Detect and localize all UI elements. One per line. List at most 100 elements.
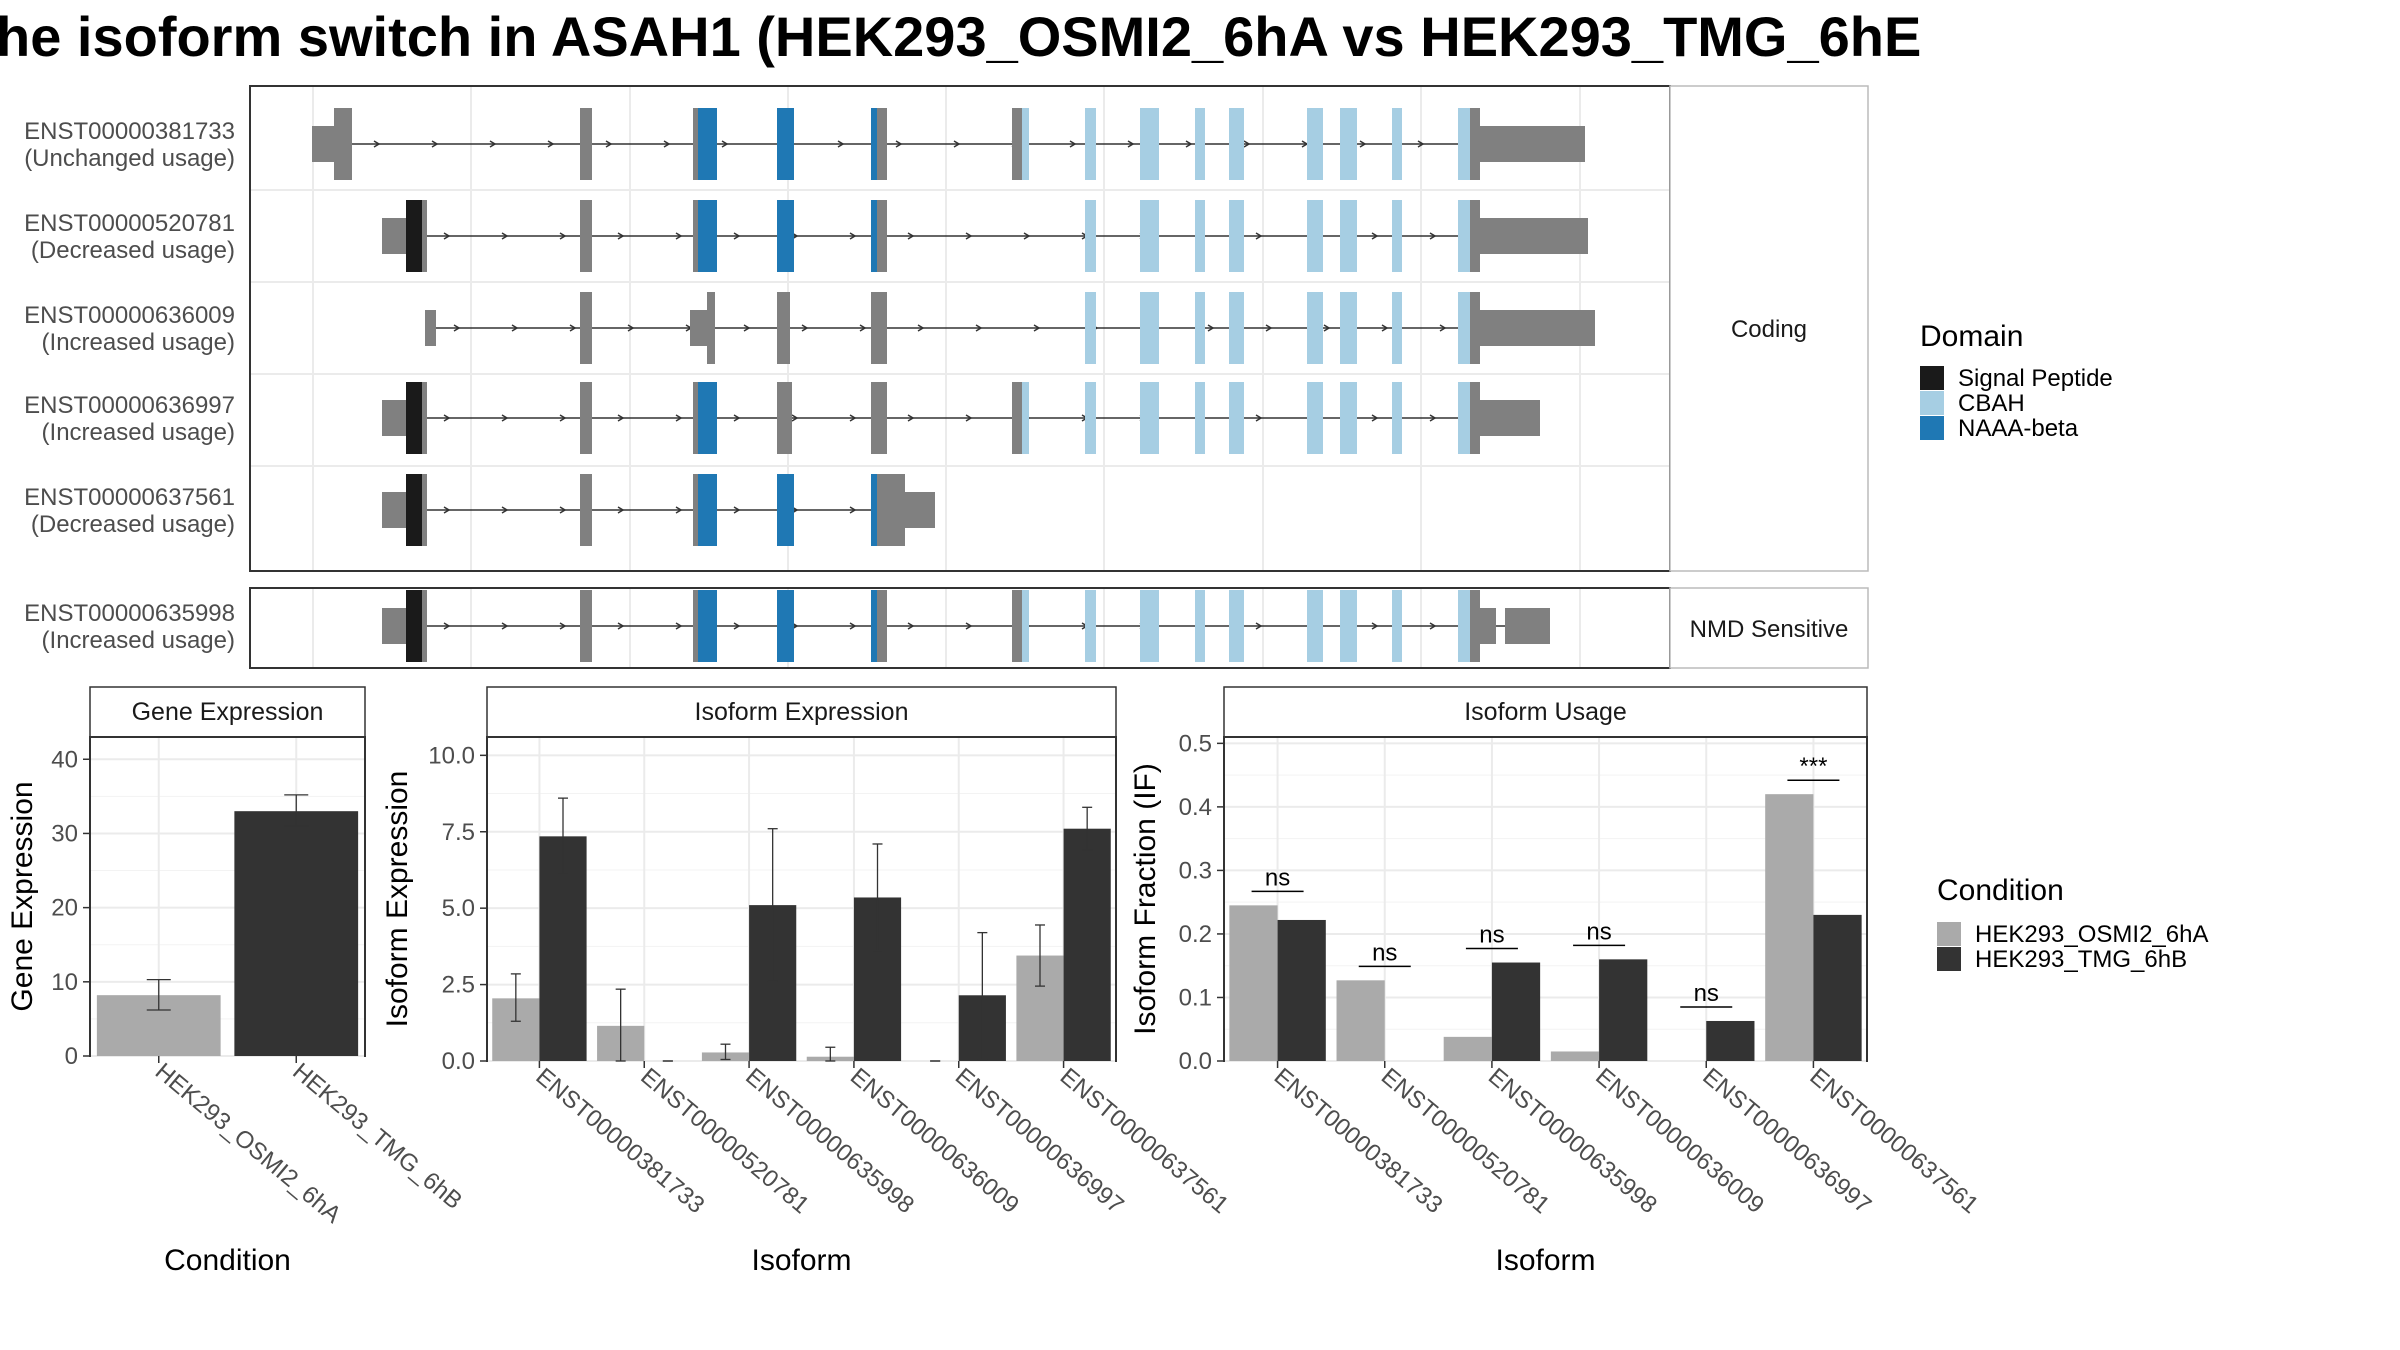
legend-label: HEK293_OSMI2_6hA — [1975, 921, 2208, 948]
exon-block — [382, 400, 408, 436]
legend-title: Domain — [1920, 320, 2023, 353]
isoform-expression-chart: Isoform Expression 0.0 2.5 5.0 7.5 10.0 ENST00… — [381, 686, 1234, 1277]
y-tick-label: 0.0 — [442, 1048, 475, 1075]
exon-block — [1480, 218, 1588, 254]
bar — [1765, 794, 1814, 1061]
exon-block — [1470, 590, 1480, 662]
intron-arrow — [965, 232, 973, 240]
gene-expression-chart: Gene Expression010203040HEK293_OSMI2_6hA… — [6, 686, 467, 1277]
intron-arrow — [1371, 414, 1379, 422]
exon-block — [777, 108, 794, 180]
significance-label: ns — [1694, 980, 1719, 1007]
transcript-usage-label: (Increased usage) — [42, 627, 235, 654]
exon-block — [1458, 108, 1470, 180]
exon-block — [698, 382, 717, 454]
intron-arrow — [849, 414, 857, 422]
intron-arrow — [859, 324, 867, 332]
significance-label: ns — [1479, 922, 1504, 949]
bar — [1229, 905, 1278, 1061]
exon-block — [1307, 200, 1323, 272]
exon-block — [1470, 200, 1480, 272]
intron-arrow — [559, 414, 567, 422]
intron-arrow — [617, 414, 625, 422]
exon-block — [693, 108, 698, 180]
bar — [1550, 1051, 1600, 1061]
exon-block — [1085, 108, 1096, 180]
exon-block — [777, 590, 794, 662]
bar — [1277, 919, 1326, 1061]
significance-label: *** — [1799, 753, 1827, 780]
intron-arrow — [1371, 232, 1379, 240]
y-tick-label: 30 — [51, 820, 78, 847]
bar — [234, 811, 359, 1056]
exon-block — [905, 492, 935, 528]
intron-arrow — [849, 232, 857, 240]
intron-arrow — [663, 140, 671, 148]
intron-arrow — [443, 622, 451, 630]
exon-block — [1307, 590, 1323, 662]
exon-block — [1012, 590, 1022, 662]
exon-block — [422, 590, 427, 662]
exon-block — [877, 200, 887, 272]
exon-block — [777, 474, 794, 546]
intron-arrow — [511, 324, 519, 332]
y-tick-label: 10.0 — [428, 742, 475, 769]
intron-arrow — [801, 324, 809, 332]
exon-block — [580, 200, 592, 272]
intron-arrow — [617, 506, 625, 514]
exon-block — [1470, 108, 1480, 180]
chart-panel — [1223, 736, 1868, 1062]
exon-block — [580, 474, 592, 546]
intron-arrow — [1429, 414, 1437, 422]
intron-arrow — [733, 232, 741, 240]
exon-block — [1307, 382, 1323, 454]
transcript-usage-label: (Increased usage) — [42, 419, 235, 446]
legend-label: Signal Peptide — [1958, 365, 2113, 392]
legend-label: NAAA-beta — [1958, 415, 2079, 442]
y-tick-label: 10 — [51, 969, 78, 996]
exon-block — [422, 382, 427, 454]
intron-arrow — [675, 232, 683, 240]
intron-arrow — [605, 140, 613, 148]
intron-arrow — [1255, 622, 1263, 630]
exon-block — [877, 474, 905, 546]
intron-arrow — [965, 414, 973, 422]
exon-block — [1340, 108, 1357, 180]
exon-block — [1195, 292, 1205, 364]
exon-block — [580, 382, 592, 454]
intron-arrow — [1185, 140, 1193, 148]
intron-arrow — [965, 622, 973, 630]
facet-label-nmd: NMD Sensitive — [1690, 616, 1849, 643]
chart-title: Isoform Expression — [695, 698, 909, 726]
intron-arrow — [373, 140, 381, 148]
intron-arrow — [617, 232, 625, 240]
intron-arrow — [1207, 324, 1215, 332]
exon-block — [871, 292, 887, 364]
intron-arrow — [617, 622, 625, 630]
exon-block — [871, 108, 877, 180]
legend-swatch — [1920, 416, 1944, 440]
exon-block — [1458, 292, 1470, 364]
exon-block — [1307, 108, 1323, 180]
exon-block — [1392, 200, 1402, 272]
intron-arrow — [917, 324, 925, 332]
intron-arrow — [675, 622, 683, 630]
intron-arrow — [547, 140, 555, 148]
intron-arrow — [675, 414, 683, 422]
exon-block — [406, 200, 422, 272]
exon-block — [1458, 382, 1470, 454]
intron-arrow — [1127, 140, 1135, 148]
intron-arrow — [1255, 232, 1263, 240]
intron-arrow — [559, 622, 567, 630]
transcript-id-label: ENST00000637561 — [24, 484, 235, 511]
exon-block — [1340, 382, 1357, 454]
y-tick-label: 0.2 — [1179, 921, 1212, 948]
exon-block — [1140, 292, 1159, 364]
intron-arrow — [907, 232, 915, 240]
exon-block — [1480, 310, 1595, 346]
exon-block — [334, 108, 352, 180]
y-tick-label: 0.1 — [1179, 984, 1212, 1011]
